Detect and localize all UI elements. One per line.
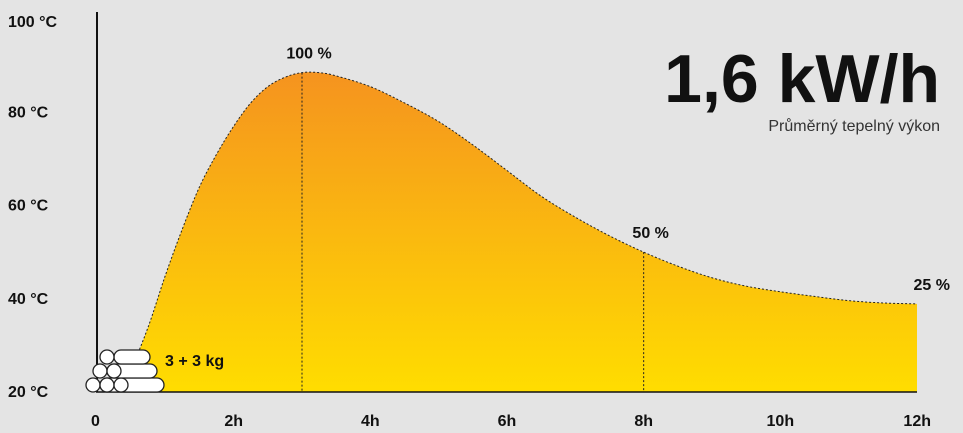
x-tick-label: 8h [634, 413, 653, 430]
annotation-label: 50 % [632, 225, 668, 242]
annotation-label: 100 % [286, 46, 331, 63]
y-tick-label: 20 °C [8, 384, 49, 401]
x-tick-label: 10h [767, 413, 795, 430]
average-power-value: 1,6 kW/h [664, 41, 940, 117]
average-power-caption: Průměrný tepelný výkon [768, 117, 940, 135]
annotation-label: 25 % [914, 277, 950, 294]
y-tick-label: 40 °C [8, 291, 49, 308]
x-tick-label: 4h [361, 413, 380, 430]
y-tick-label: 100 °C [8, 14, 58, 31]
x-tick-label: 12h [903, 413, 931, 430]
temperature-area [117, 72, 917, 392]
x-tick-label: 2h [224, 413, 243, 430]
y-tick-label: 60 °C [8, 198, 49, 215]
x-tick-label: 0 [91, 413, 100, 430]
fuel-load-label: 3 + 3 kg [165, 353, 224, 370]
firewood-logs-icon [85, 349, 165, 393]
temperature-curve [117, 71, 918, 393]
x-tick-label: 6h [498, 413, 517, 430]
y-tick-label: 80 °C [8, 104, 49, 121]
